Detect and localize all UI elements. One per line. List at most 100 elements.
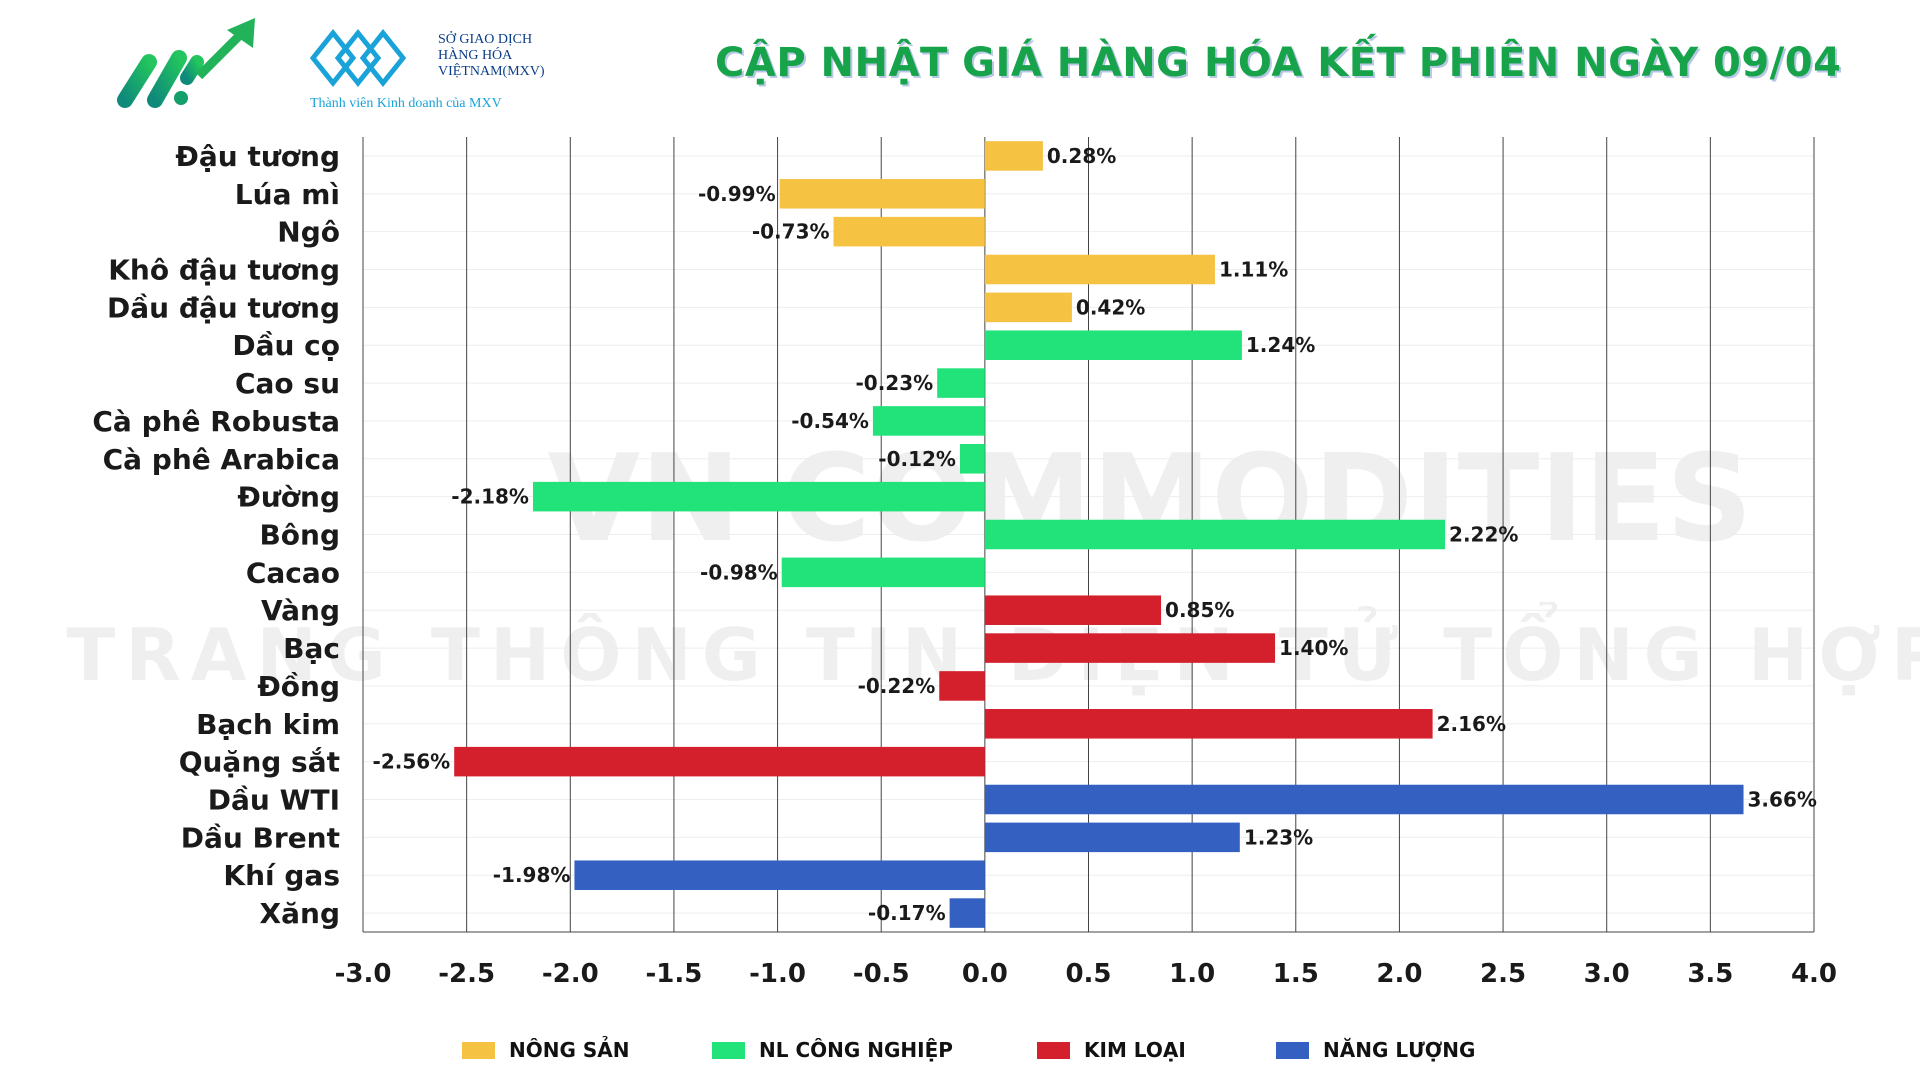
x-tick-label: -1.5: [645, 959, 702, 989]
x-tick-label: 2.5: [1480, 959, 1526, 989]
bar: [454, 746, 985, 777]
x-tick-label: 3.5: [1687, 959, 1733, 989]
category-label: Đậu tương: [175, 140, 340, 173]
bar: [984, 633, 1276, 663]
bar: [574, 860, 985, 890]
category-label: Bạc: [283, 632, 340, 665]
data-label: -0.73%: [752, 220, 830, 244]
data-label: 1.23%: [1244, 825, 1313, 849]
data-label: -0.54%: [791, 409, 869, 433]
category-label: Đồng: [257, 670, 340, 703]
x-tick-label: 2.0: [1376, 959, 1422, 989]
legend-label: NÔNG SẢN: [509, 1038, 630, 1062]
category-label: Khí gas: [223, 859, 340, 892]
bar: [984, 595, 1162, 625]
data-label: -0.22%: [858, 674, 936, 698]
bar: [984, 784, 1744, 815]
bar: [984, 822, 1240, 853]
data-label: -2.56%: [373, 750, 451, 774]
mxv-subtitle: Thành viên Kinh doanh của MXV: [310, 96, 502, 111]
legend-item: NÔNG SẢN: [462, 1038, 629, 1062]
data-label: 0.85%: [1165, 598, 1234, 622]
category-label: Xăng: [260, 897, 340, 930]
category-label: Dầu đậu tương: [107, 291, 340, 324]
bar: [781, 557, 985, 588]
category-label: Đường: [237, 481, 340, 514]
bar: [984, 519, 1446, 550]
data-label: -0.17%: [868, 901, 946, 925]
data-label: -0.23%: [855, 371, 933, 395]
x-tick-label: -3.0: [335, 959, 392, 989]
page-title: CẬP NHẬT GIÁ HÀNG HÓA KẾT PHIÊN NGÀY 09/…: [715, 40, 1842, 86]
category-label: Bông: [259, 519, 340, 552]
legend-swatch: [712, 1041, 745, 1059]
data-label: 2.16%: [1437, 712, 1506, 736]
mxv-logo-line: VIỆTNAM(MXV): [438, 64, 545, 79]
legend-swatch: [1037, 1041, 1070, 1059]
data-label: 0.28%: [1047, 144, 1116, 168]
legend-label: NĂNG LƯỢNG: [1323, 1038, 1476, 1062]
legend-item: KIM LOẠI: [1037, 1038, 1186, 1062]
legend-label: NL CÔNG NGHIỆP: [759, 1038, 953, 1062]
mxv-logo-line: HÀNG HÓA: [438, 48, 513, 63]
bar: [959, 444, 985, 474]
data-label: -2.18%: [451, 485, 529, 509]
legend-label: KIM LOẠI: [1084, 1038, 1186, 1062]
category-label: Khô đậu tương: [108, 254, 340, 287]
legend-item: NL CÔNG NGHIỆP: [712, 1038, 953, 1062]
bar: [939, 671, 985, 701]
x-tick-label: -0.5: [853, 959, 910, 989]
bar: [937, 368, 985, 398]
x-tick-label: 3.0: [1584, 959, 1630, 989]
category-label: Bạch kim: [196, 708, 340, 741]
category-label: Cà phê Robusta: [92, 405, 340, 438]
bar: [872, 406, 985, 436]
bar: [532, 481, 985, 512]
x-tick-label: 4.0: [1791, 959, 1837, 989]
bar: [984, 709, 1433, 739]
x-tick-label: -2.0: [542, 959, 599, 989]
bar: [779, 179, 985, 209]
x-tick-label: 0.5: [1065, 959, 1111, 989]
category-label: Vàng: [261, 594, 340, 627]
data-label: 0.42%: [1076, 295, 1145, 319]
mxv-logo: SỞ GIAO DỊCH HÀNG HÓA VIỆTNAM(MXV) Thành…: [308, 28, 548, 118]
legend-item: NĂNG LƯỢNG: [1276, 1038, 1475, 1062]
category-label: Dầu Brent: [181, 821, 340, 854]
x-tick-label: -2.5: [438, 959, 495, 989]
legend-swatch: [1276, 1041, 1309, 1059]
mxv-logo-line: SỞ GIAO DỊCH: [438, 32, 533, 47]
x-tick-label: 0.0: [962, 959, 1008, 989]
data-label: 1.40%: [1279, 636, 1348, 660]
category-label: Ngô: [277, 216, 340, 249]
category-label: Cà phê Arabica: [103, 443, 340, 476]
category-label: Dầu cọ: [232, 329, 340, 362]
bar: [949, 898, 985, 928]
data-label: 1.24%: [1246, 333, 1315, 357]
legend-swatch: [462, 1041, 495, 1059]
brand-logo-arrow: [115, 18, 265, 118]
bar: [984, 254, 1215, 285]
bar: [984, 292, 1072, 323]
legend: NÔNG SẢN NL CÔNG NGHIỆP KIM LOẠI NĂNG LƯỢNG: [0, 1038, 1920, 1068]
data-label: 3.66%: [1748, 788, 1817, 812]
mxv-logo-mark: [309, 28, 407, 88]
category-label: Cao su: [235, 367, 340, 400]
x-tick-label: 1.0: [1169, 959, 1215, 989]
data-label: 1.11%: [1219, 258, 1288, 282]
x-tick-label: 1.5: [1273, 959, 1319, 989]
data-label: -0.98%: [700, 560, 778, 584]
bar-chart: VN COMMODITIES TRANG THÔNG TIN ĐIỆN TỬ T…: [66, 137, 1920, 989]
category-label: Cacao: [246, 556, 340, 589]
bar: [984, 141, 1043, 171]
data-label: -0.99%: [698, 182, 776, 206]
data-label: -1.98%: [493, 863, 571, 887]
bar: [984, 330, 1242, 360]
data-label: 2.22%: [1449, 523, 1518, 547]
category-label: Quặng sắt: [179, 746, 340, 779]
category-label: Lúa mì: [235, 178, 340, 211]
x-tick-label: -1.0: [749, 959, 806, 989]
category-label: Dầu WTI: [208, 784, 340, 817]
bar: [833, 216, 985, 247]
data-label: -0.12%: [878, 447, 956, 471]
